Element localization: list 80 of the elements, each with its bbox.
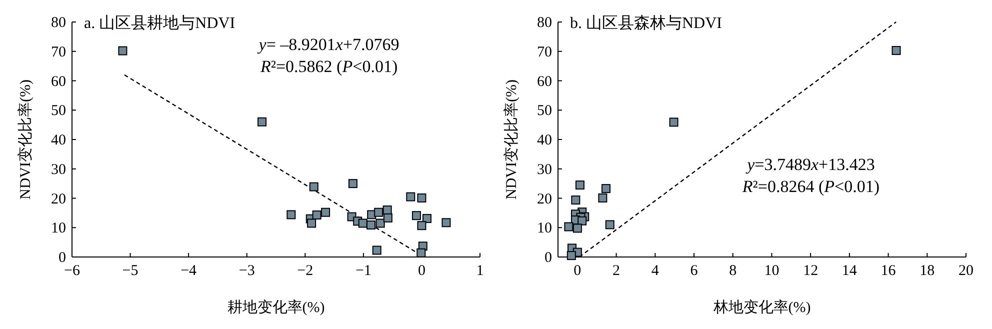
x-tick-label: 8 [729, 263, 737, 279]
y-tick-label: 60 [51, 74, 66, 90]
point [601, 184, 610, 194]
point [669, 118, 678, 127]
y-tick-label: 10 [537, 220, 552, 237]
point [578, 216, 587, 226]
y-tick-label: 20 [51, 191, 66, 208]
y-axis-title: NDVI变化比率(%) [503, 80, 520, 200]
y-tick-label: 40 [537, 132, 552, 148]
x-tick-label: 10 [764, 263, 780, 279]
point [118, 46, 128, 56]
point [598, 193, 608, 202]
point [422, 214, 432, 224]
point [286, 210, 296, 220]
y-tick-label: 70 [537, 44, 552, 60]
y-tick-label: 20 [537, 191, 552, 208]
y-tick-label: 80 [537, 15, 552, 31]
point [416, 248, 426, 258]
x-tick-label: 6 [690, 263, 698, 279]
point [309, 182, 318, 192]
point [307, 218, 316, 228]
y-tick-label: 70 [51, 44, 66, 60]
point [566, 251, 576, 260]
annotation: y=3.7489x+13.423 [745, 155, 875, 174]
x-tick-label: 0 [574, 263, 582, 279]
x-tick-label: −3 [238, 263, 255, 279]
x-tick-label: −4 [180, 263, 198, 279]
point [575, 180, 584, 190]
y-tick-label: 30 [537, 162, 552, 178]
point [564, 222, 574, 232]
point [571, 196, 580, 205]
point [383, 213, 392, 222]
point [406, 192, 416, 202]
point [382, 206, 392, 214]
point [258, 117, 267, 126]
point [348, 179, 358, 188]
point [376, 218, 385, 228]
y-tick-label: 60 [537, 74, 552, 90]
y-tick-label: 0 [544, 250, 552, 266]
y-tick-label: 50 [537, 103, 552, 120]
y-tick-label: 0 [58, 250, 66, 266]
x-tick-label: 18 [920, 263, 935, 279]
annotation: R²=0.5862 (P<0.01) [259, 57, 398, 76]
point [312, 210, 322, 220]
x-axis-title: 耕地变化率(%) [227, 299, 325, 316]
y-axis-title: NDVI变化比率(%) [17, 80, 34, 200]
x-tick-label: 16 [880, 263, 896, 279]
x-tick-label: −1 [355, 263, 372, 279]
x-axis-title: 林地变化率(%) [712, 299, 811, 316]
point [417, 221, 426, 230]
point [366, 220, 376, 230]
y-tick-label: 80 [51, 15, 66, 31]
x-tick-label: 1 [476, 263, 484, 279]
point [372, 246, 382, 255]
x-tick-label: 4 [651, 263, 660, 279]
x-tick-label: 2 [612, 263, 620, 279]
point [605, 220, 614, 230]
point [412, 211, 421, 220]
point [442, 218, 451, 228]
x-tick-label: −2 [297, 263, 314, 279]
annotation: R²=0.8264 (P<0.01) [741, 177, 880, 196]
chart-title: a. 山区县耕地与NDVI [84, 14, 236, 32]
x-tick-label: 0 [418, 263, 426, 279]
x-tick-label: −6 [64, 263, 80, 279]
point [321, 208, 330, 217]
annotation: y= –8.9201x+7.0769 [256, 35, 400, 54]
x-tick-label: 12 [803, 263, 818, 279]
y-tick-label: 40 [51, 132, 66, 148]
y-tick-label: 30 [51, 162, 66, 178]
y-tick-label: 10 [51, 220, 66, 237]
y-tick-label: 50 [51, 103, 66, 120]
x-tick-label: 20 [958, 263, 974, 279]
chart-title: b. 山区县森林与NDVI [570, 14, 722, 32]
point [358, 218, 368, 228]
point [417, 193, 426, 202]
point [892, 46, 901, 55]
x-tick-label: −5 [122, 263, 138, 279]
point [374, 208, 384, 217]
x-tick-label: 14 [842, 263, 858, 279]
point [572, 224, 582, 233]
